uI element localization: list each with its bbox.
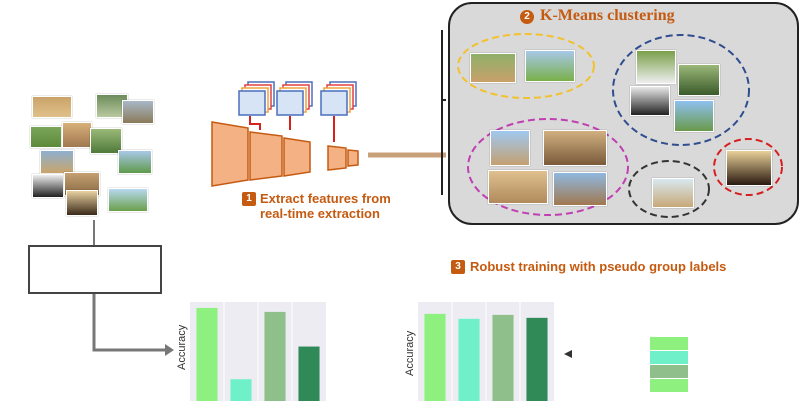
chart-1-bar-1 — [196, 307, 218, 401]
feature-extractor — [211, 81, 359, 187]
chart2-arrowhead — [564, 350, 572, 358]
step3-badge: 3 — [451, 260, 465, 274]
chart-2-ylabel: Accuracy — [404, 330, 416, 376]
cluster-dark — [628, 160, 710, 218]
chart-2-bar-4 — [526, 317, 548, 401]
baseline-model-box — [28, 245, 162, 294]
encoder-block-5 — [347, 149, 359, 167]
encoder-block-2 — [249, 131, 283, 181]
legend-swatch-4 — [650, 379, 688, 392]
chart-1-bar-2 — [230, 379, 252, 401]
cluster-magenta — [467, 118, 629, 216]
feature-connector-1 — [249, 116, 261, 130]
chart-1-bar-4 — [298, 346, 320, 401]
photo-trees — [90, 128, 122, 154]
photo-grass-cow — [30, 126, 62, 148]
cluster-photo-cow-grazing — [636, 50, 676, 84]
step2-badge: 2 — [520, 10, 534, 24]
feature-map-stack-2 — [276, 81, 313, 116]
feature-map-stack-3 — [320, 81, 357, 116]
legend-swatches — [650, 337, 688, 393]
chart-1-bar-3 — [264, 311, 286, 401]
photo-cows-green — [118, 150, 152, 174]
photo-bw-cow — [32, 174, 64, 198]
cluster-photo-camel-dune — [488, 170, 548, 204]
step1-label: Extract features from real-time extracti… — [260, 191, 430, 221]
chart-2-bar-1 — [424, 313, 446, 401]
chart-2-svg — [418, 302, 554, 401]
step3-label: Robust training with pseudo group labels — [470, 259, 727, 274]
legend-swatch-3 — [650, 365, 688, 378]
encoder-block-4 — [327, 145, 347, 171]
cluster-blue — [612, 34, 750, 146]
chart-1-ylabel: Accuracy — [176, 324, 188, 370]
cluster-photo-camel-sky — [490, 130, 530, 166]
chart-2-bar-2 — [458, 318, 480, 401]
chart-2: Accuracy — [400, 298, 560, 401]
legend-swatch-1 — [650, 337, 688, 350]
photo-bull-sand — [66, 190, 98, 216]
photo-cows-pasture — [108, 188, 148, 212]
step1-label-line2: real-time extraction — [260, 206, 380, 221]
dataset-collage — [28, 92, 158, 217]
cluster-photo-camels-beach — [652, 178, 694, 208]
cluster-red — [713, 138, 783, 196]
photo-horses — [122, 100, 154, 124]
step1-badge: 1 — [242, 192, 256, 206]
cluster-photo-trees-cows — [678, 64, 720, 96]
photo-camels-desert — [32, 96, 72, 118]
step2-title: K-Means clustering — [540, 7, 675, 24]
chart-2-bar-3 — [492, 314, 514, 401]
cluster-yellow — [457, 33, 595, 99]
cluster-photo-camel-close — [553, 172, 607, 206]
cluster-photo-camel-grass — [470, 53, 516, 83]
chart-1: Accuracy — [172, 298, 332, 401]
encoder-block-3 — [283, 137, 311, 177]
step1-label-line1: Extract features from — [260, 191, 391, 206]
cluster-photo-bull — [726, 150, 772, 186]
feature-map-stack-1 — [238, 81, 275, 116]
box-to-chart-arrowhead — [165, 344, 174, 356]
cluster-photo-cows-sky — [674, 100, 714, 132]
legend-swatch-2 — [650, 351, 688, 364]
encoder-block-1 — [211, 121, 249, 187]
chart-1-svg — [190, 302, 326, 401]
cluster-photo-camel-group — [543, 130, 607, 166]
cluster-photo-field — [525, 50, 575, 82]
cluster-photo-holstein — [630, 86, 670, 116]
photo-camel-sand — [40, 150, 74, 174]
box-to-chart-line — [92, 290, 165, 352]
